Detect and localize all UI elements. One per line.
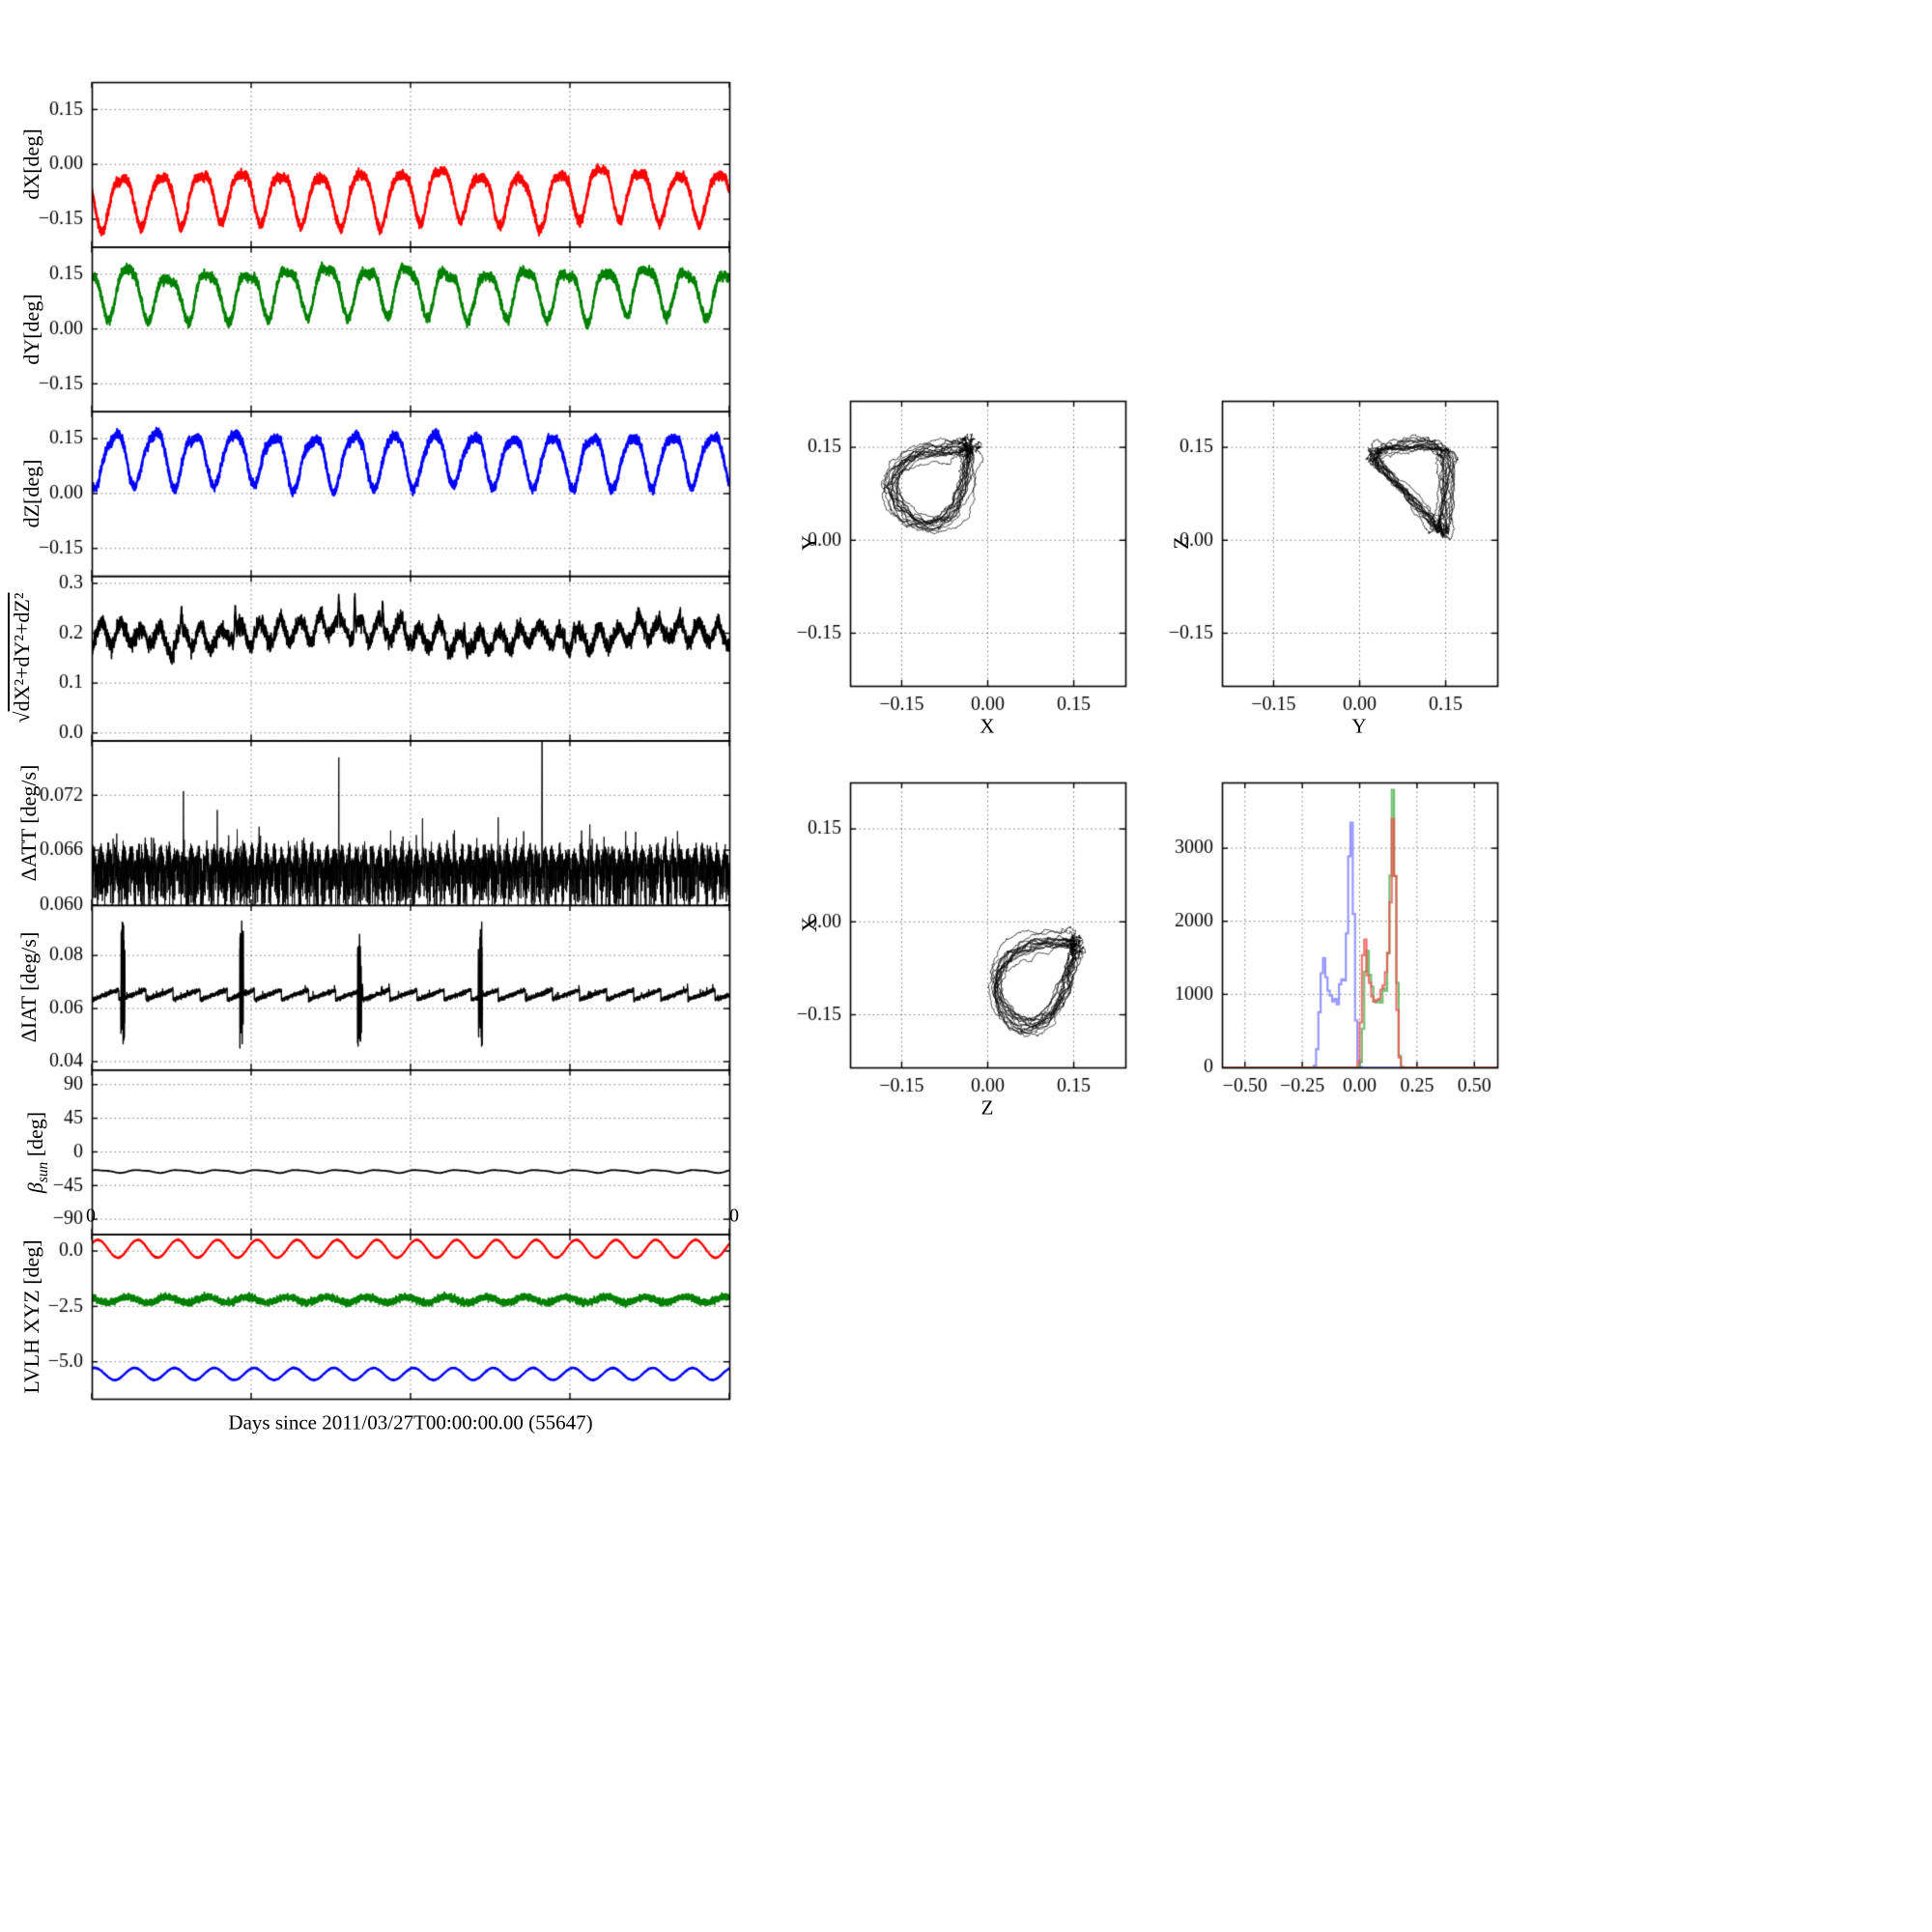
phase-yx-xlabel: X: [980, 714, 995, 738]
phase-plot-x-vs-z: [850, 782, 1125, 1067]
phase-xz-xlabel: Z: [980, 1095, 994, 1120]
panel-diat: [92, 905, 729, 1069]
panel-beta-sun: [92, 1069, 729, 1234]
ylabel-dx: dX[deg]: [19, 128, 43, 200]
panel-datt: [92, 741, 729, 905]
radical-expression: dX²+dY²+dZ²: [10, 592, 34, 712]
phase-plot-y-vs-x: [850, 401, 1125, 686]
phase-zy-ylabel: Z: [1169, 536, 1193, 550]
ylabel-dy: dY[deg]: [19, 294, 43, 365]
phase-yx-ylabel: Y: [797, 535, 821, 551]
panel-dz: [92, 412, 729, 576]
ylabel-diat: ΔIAT [deg/s]: [16, 931, 41, 1043]
xaxis-day-label: Days since 2011/03/27T00:00:00.00 (55647…: [228, 1410, 593, 1435]
ylabel-datt: ΔATT [deg/s]: [16, 764, 41, 882]
histogram-plot: [1222, 782, 1497, 1067]
ylabel-beta-sun: βsun [deg]: [23, 1112, 52, 1193]
radical-sign: √: [10, 711, 34, 724]
edge-zero-right: 0: [729, 1205, 739, 1227]
beta-unit: [deg]: [22, 1111, 47, 1162]
ylabel-dz: dZ[deg]: [19, 459, 43, 528]
ylabel-magnitude: √dX²+dY²+dZ²: [10, 593, 35, 724]
phase-plot-z-vs-y: [1222, 401, 1497, 686]
beta-subscript: sun: [35, 1161, 52, 1183]
edge-zero-left: 0: [86, 1205, 96, 1227]
panel-lvlh: [92, 1235, 729, 1399]
phase-xz-ylabel: X: [797, 917, 821, 932]
beta-symbol: β: [22, 1182, 47, 1194]
panel-magnitude: [92, 576, 729, 740]
panel-dy: [92, 246, 729, 411]
ylabel-lvlh: LVLH XYZ [deg]: [19, 1239, 43, 1394]
phase-zy-xlabel: Y: [1351, 714, 1367, 738]
panel-dx: [92, 82, 729, 246]
